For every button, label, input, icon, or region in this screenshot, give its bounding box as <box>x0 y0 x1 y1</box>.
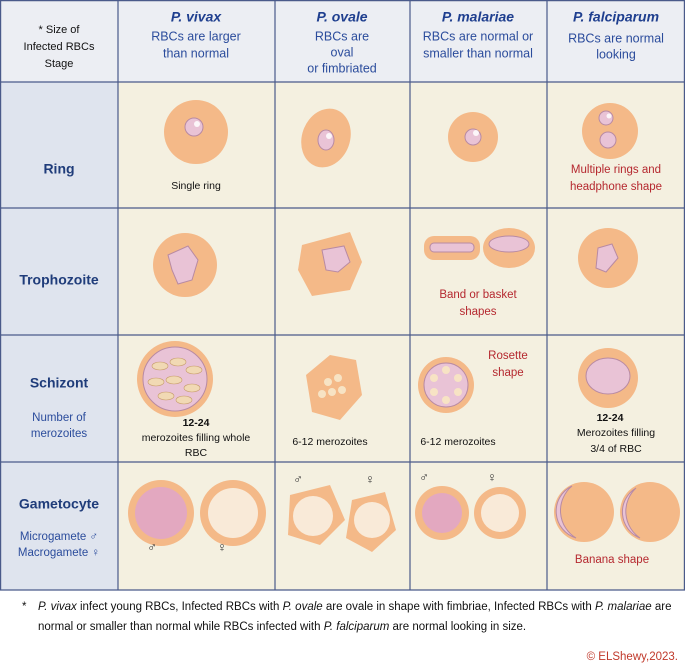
footnote-line: normal or smaller than normal while RBCs… <box>38 621 526 633</box>
stage-note: Number of <box>32 412 86 424</box>
footnote-segment: infect young RBCs, Infected RBCs with <box>77 601 283 613</box>
cell-label: 6-12 merozoites <box>420 436 495 448</box>
illustrations <box>128 100 680 552</box>
cell-label: 12-24 <box>183 417 210 429</box>
cell-label: 12-24 <box>597 412 624 424</box>
cell-label: Single ring <box>171 180 221 192</box>
cell-label: ♂ <box>147 539 157 554</box>
cell-label: Banana shape <box>575 554 649 566</box>
stage-name: Trophozoite <box>19 272 99 288</box>
stage-note: merozoites <box>31 428 87 440</box>
cell-label: shapes <box>459 306 496 318</box>
cell-label: Merozoites filling <box>577 427 655 439</box>
cell-label: Rosette <box>488 350 528 362</box>
footnote-segment: P. malariae <box>595 601 652 613</box>
cell-label: Multiple rings and <box>571 164 661 176</box>
stage-name: Ring <box>43 161 74 177</box>
species-description: than normal <box>163 46 229 60</box>
species-name: P. vivax <box>171 9 223 25</box>
footnote-segment: are ovale in shape with fimbriae, Infect… <box>323 601 595 613</box>
stage-note: Macrogamete ♀ <box>18 547 100 559</box>
species-description: smaller than normal <box>423 46 533 60</box>
stage-header: * Size of <box>39 24 81 36</box>
footnote-segment: normal or smaller than normal while RBCs… <box>38 621 324 633</box>
species-description: oval <box>331 45 354 59</box>
stage-header: Stage <box>45 58 74 70</box>
species-description: RBCs are normal or <box>423 29 533 43</box>
stage-name: Schizont <box>30 375 89 391</box>
species-name: P. malariae <box>442 9 514 25</box>
footnote-segment: P. falciparum <box>324 621 390 633</box>
cell-label: ♂ <box>293 471 303 486</box>
header-row <box>0 0 685 82</box>
cell-label: 6-12 merozoites <box>292 436 367 448</box>
copyright: © ELShewy,2023. <box>587 651 678 663</box>
stage-name: Gametocyte <box>19 496 99 512</box>
footnote-segment: P. vivax <box>38 601 78 613</box>
footnote-segment: are <box>652 601 672 613</box>
cell-label: headphone shape <box>570 181 662 193</box>
cell-label: ♀ <box>217 539 227 554</box>
species-description: or fimbriated <box>307 61 377 75</box>
cell-label: 3/4 of RBC <box>590 443 642 455</box>
cell-label: ♀ <box>487 469 497 484</box>
species-description: looking <box>596 47 636 61</box>
footnote-marker: * <box>22 601 27 613</box>
species-description: RBCs are <box>315 29 369 43</box>
species-name: P. ovale <box>316 9 367 25</box>
cell-label: ♂ <box>419 469 429 484</box>
grid <box>0 0 685 591</box>
species-description: RBCs are larger <box>151 29 241 43</box>
footnote-segment: P. ovale <box>283 601 323 613</box>
cell-label: merozoites filling whole <box>142 432 251 444</box>
stage-column <box>0 82 118 590</box>
species-description: RBCs are normal <box>568 31 664 45</box>
stage-note: Microgamete ♂ <box>20 531 98 543</box>
cell-label: Band or basket <box>439 289 517 301</box>
cell-label: RBC <box>185 447 208 459</box>
cell-label: shape <box>492 367 523 379</box>
footnote-line: P. vivax infect young RBCs, Infected RBC… <box>38 601 671 613</box>
species-name: P. falciparum <box>573 9 659 25</box>
cell-label: ♀ <box>365 471 375 486</box>
stage-header: Infected RBCs <box>24 41 95 53</box>
footnote-segment: are normal looking in size. <box>389 621 526 633</box>
